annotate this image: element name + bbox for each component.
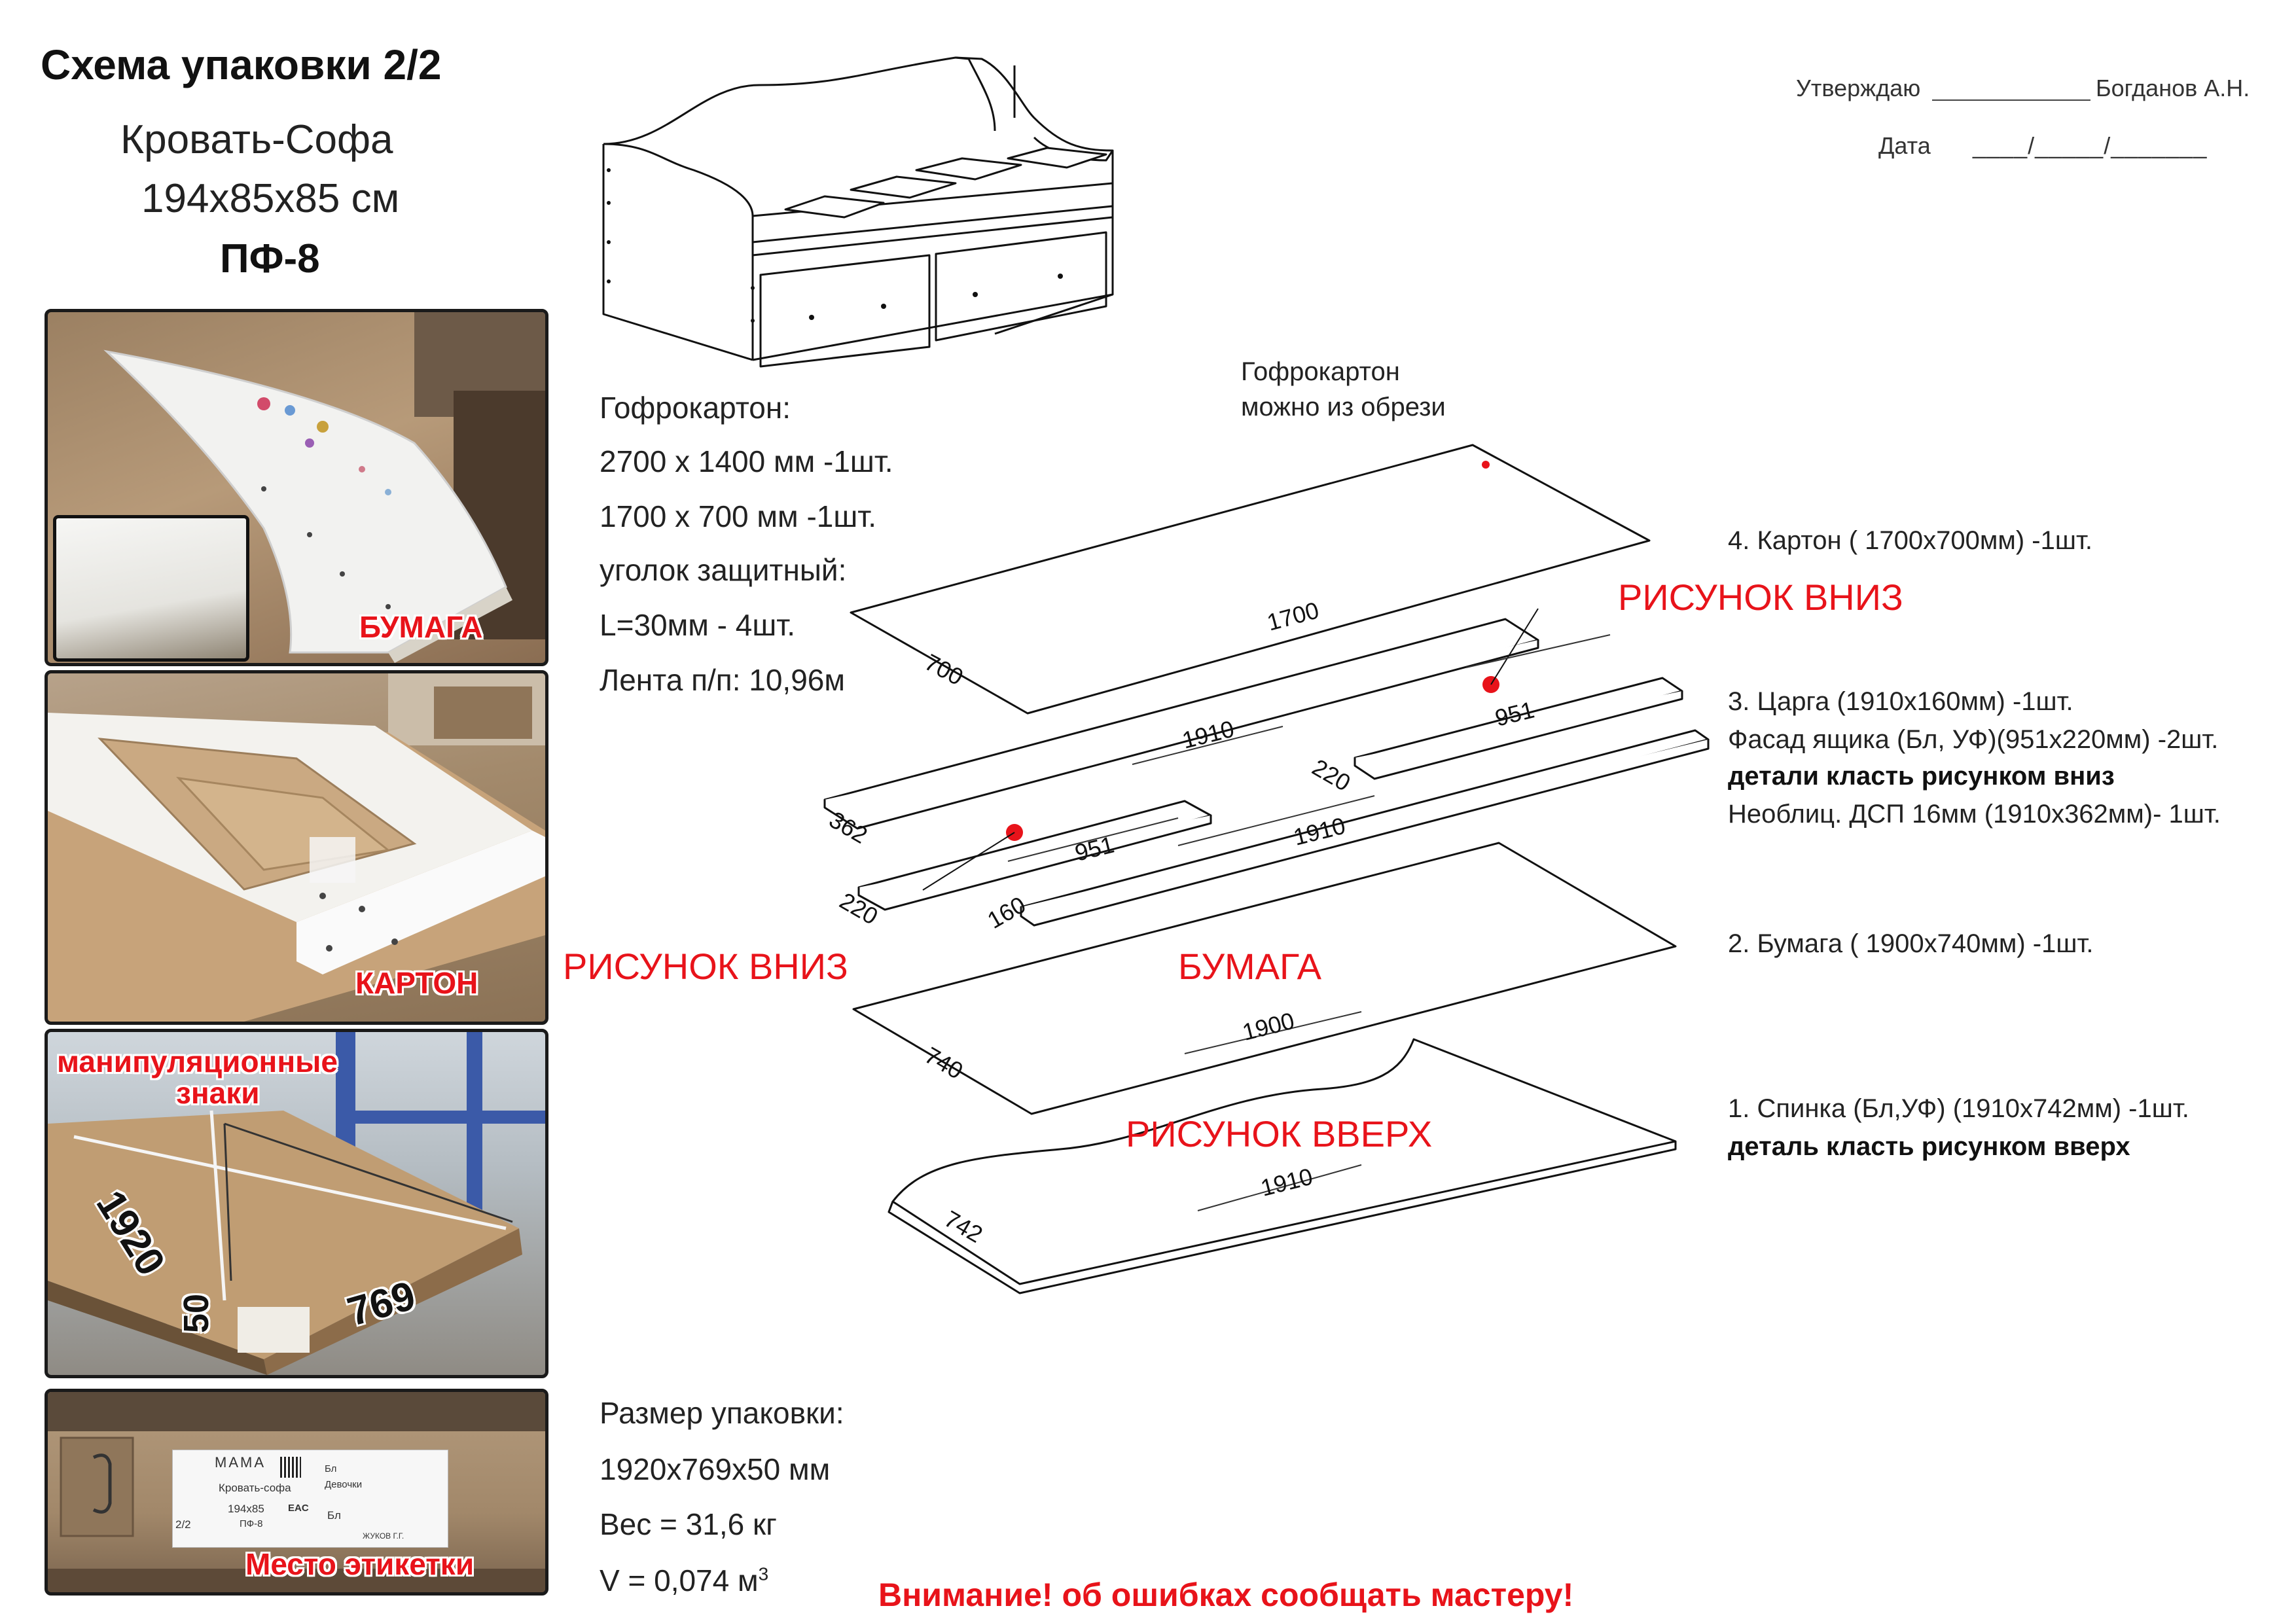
warning-text: Внимание! об ошибках сообщать мастеру! [878,1577,1574,1613]
sticker-name: Кровать-софа [219,1482,291,1494]
layer-3-desc-d: Необлиц. ДСП 16мм (1910х362мм)- 1шт. [1728,800,2221,829]
page-title: Схема упаковки 2/2 [41,41,442,88]
package-line-1: Размер упаковки: [600,1396,844,1430]
photo-paper: БУМАГА [45,309,548,666]
sticker-color2: Бл [327,1509,341,1522]
sticker-eac: EAC [288,1503,309,1514]
sticker-size: 194x85 [228,1503,264,1515]
materials-line-6: Лента п/п: 10,96м [600,663,845,697]
layer-1-desc-a: 1. Спинка (Бл,УФ) (1910х742мм) -1шт. [1728,1094,2189,1123]
layer-3-desc-c: детали класть рисунком вниз [1728,762,2115,791]
signature-line [1932,99,2090,101]
photo-handling-scene [48,1032,545,1375]
diagram-note-line1: Гофрокартон [1241,357,1400,386]
layer-cardboard [850,444,1651,715]
photo-handling-label-line1: манипуляционные [57,1044,338,1079]
package-volume-unit: 3 [758,1563,769,1584]
photo-paper-inset [53,515,249,662]
materials-line-3: 1700 x 700 мм -1шт. [600,499,877,533]
sticker-color: Бл [325,1463,337,1474]
sticker-packer: ЖУКОВ Г.Г. [363,1531,404,1541]
package-line-2: 1920х769х50 мм [600,1452,831,1486]
photo-label-place: МАМА Кровать-софа 194x85 ПФ-8 2/2 EAC Бл… [45,1389,548,1596]
photo-paper-label: БУМАГА [359,610,483,644]
layer-diagram: 1700 700 1910 362 951 220 951 220 1910 1… [823,444,1710,1294]
materials-line-5: L=30мм - 4шт. [600,608,795,642]
label-picture-up: РИСУНОК ВВЕРХ [1126,1113,1433,1154]
materials-line-2: 2700 x 1400 мм -1шт. [600,444,893,478]
label-paper: БУМАГА [1178,946,1321,987]
sofa-drawing [602,56,1114,368]
sticker-code: ПФ-8 [240,1518,263,1529]
photo-cardboard-scene [48,673,545,1022]
date-value: ____/_____/_______ [1973,132,2208,159]
photo-dim-height: 50 [177,1293,216,1333]
sticker-count: 2/2 [175,1518,191,1531]
package-volume: V = 0,074 м3 [600,1563,768,1598]
qr-code-icon [280,1457,301,1478]
photo-paper-scene [103,312,545,663]
product-name: Кровать-Софа [120,117,393,162]
photo-label-place-label: Место этикетки [245,1547,475,1581]
date-label: Дата [1878,132,1931,159]
sticker-brand: МАМА [215,1454,266,1471]
layer-4-desc: 4. Картон ( 1700х700мм) -1шт. [1728,526,2092,555]
layer-3-desc-b: Фасад ящика (Бл, УФ)(951х220мм) -2шт. [1728,725,2219,754]
product-size: 194x85x85 см [141,176,400,221]
layer-2-desc: 2. Бумага ( 1900х740мм) -1шт. [1728,929,2094,958]
materials-line-1: Гофрокартон: [600,391,791,425]
layer-paper [852,842,1677,1115]
label-picture-down-right: РИСУНОК ВНИЗ [1618,577,1903,618]
sticker-variant: Девочки [325,1479,363,1490]
dim-tsarga-w: 160 [983,891,1031,934]
product-code: ПФ-8 [220,236,320,281]
package-sticker: МАМА Кровать-софа 194x85 ПФ-8 2/2 EAC Бл… [172,1450,448,1548]
photo-handling-label-line2: знаки [176,1076,260,1110]
approve-label: Утверждаю [1796,75,1921,101]
cardboard-dot [1482,461,1490,469]
layer-1-desc-b: деталь класть рисунком вверх [1728,1132,2130,1161]
photo-label-scene [48,1392,545,1592]
photo-cardboard: КАРТОН [45,670,548,1025]
photo-cardboard-label: КАРТОН [355,966,478,1000]
photo-handling: манипуляционные знаки 1920 50 769 [45,1029,548,1378]
package-line-3: Вес = 31,6 кг [600,1507,777,1541]
layer-3-desc-a: 3. Царга (1910х160мм) -1шт. [1728,687,2073,716]
dim-facade-right-w: 220 [1308,753,1355,796]
materials-line-4: уголок защитный: [600,553,847,587]
approver-name: Богданов А.Н. [2096,75,2250,101]
diagram-note-line2: можно из обрези [1241,393,1446,421]
package-volume-value: V = 0,074 м [600,1563,759,1597]
label-picture-down-left: РИСУНОК ВНИЗ [563,946,848,987]
